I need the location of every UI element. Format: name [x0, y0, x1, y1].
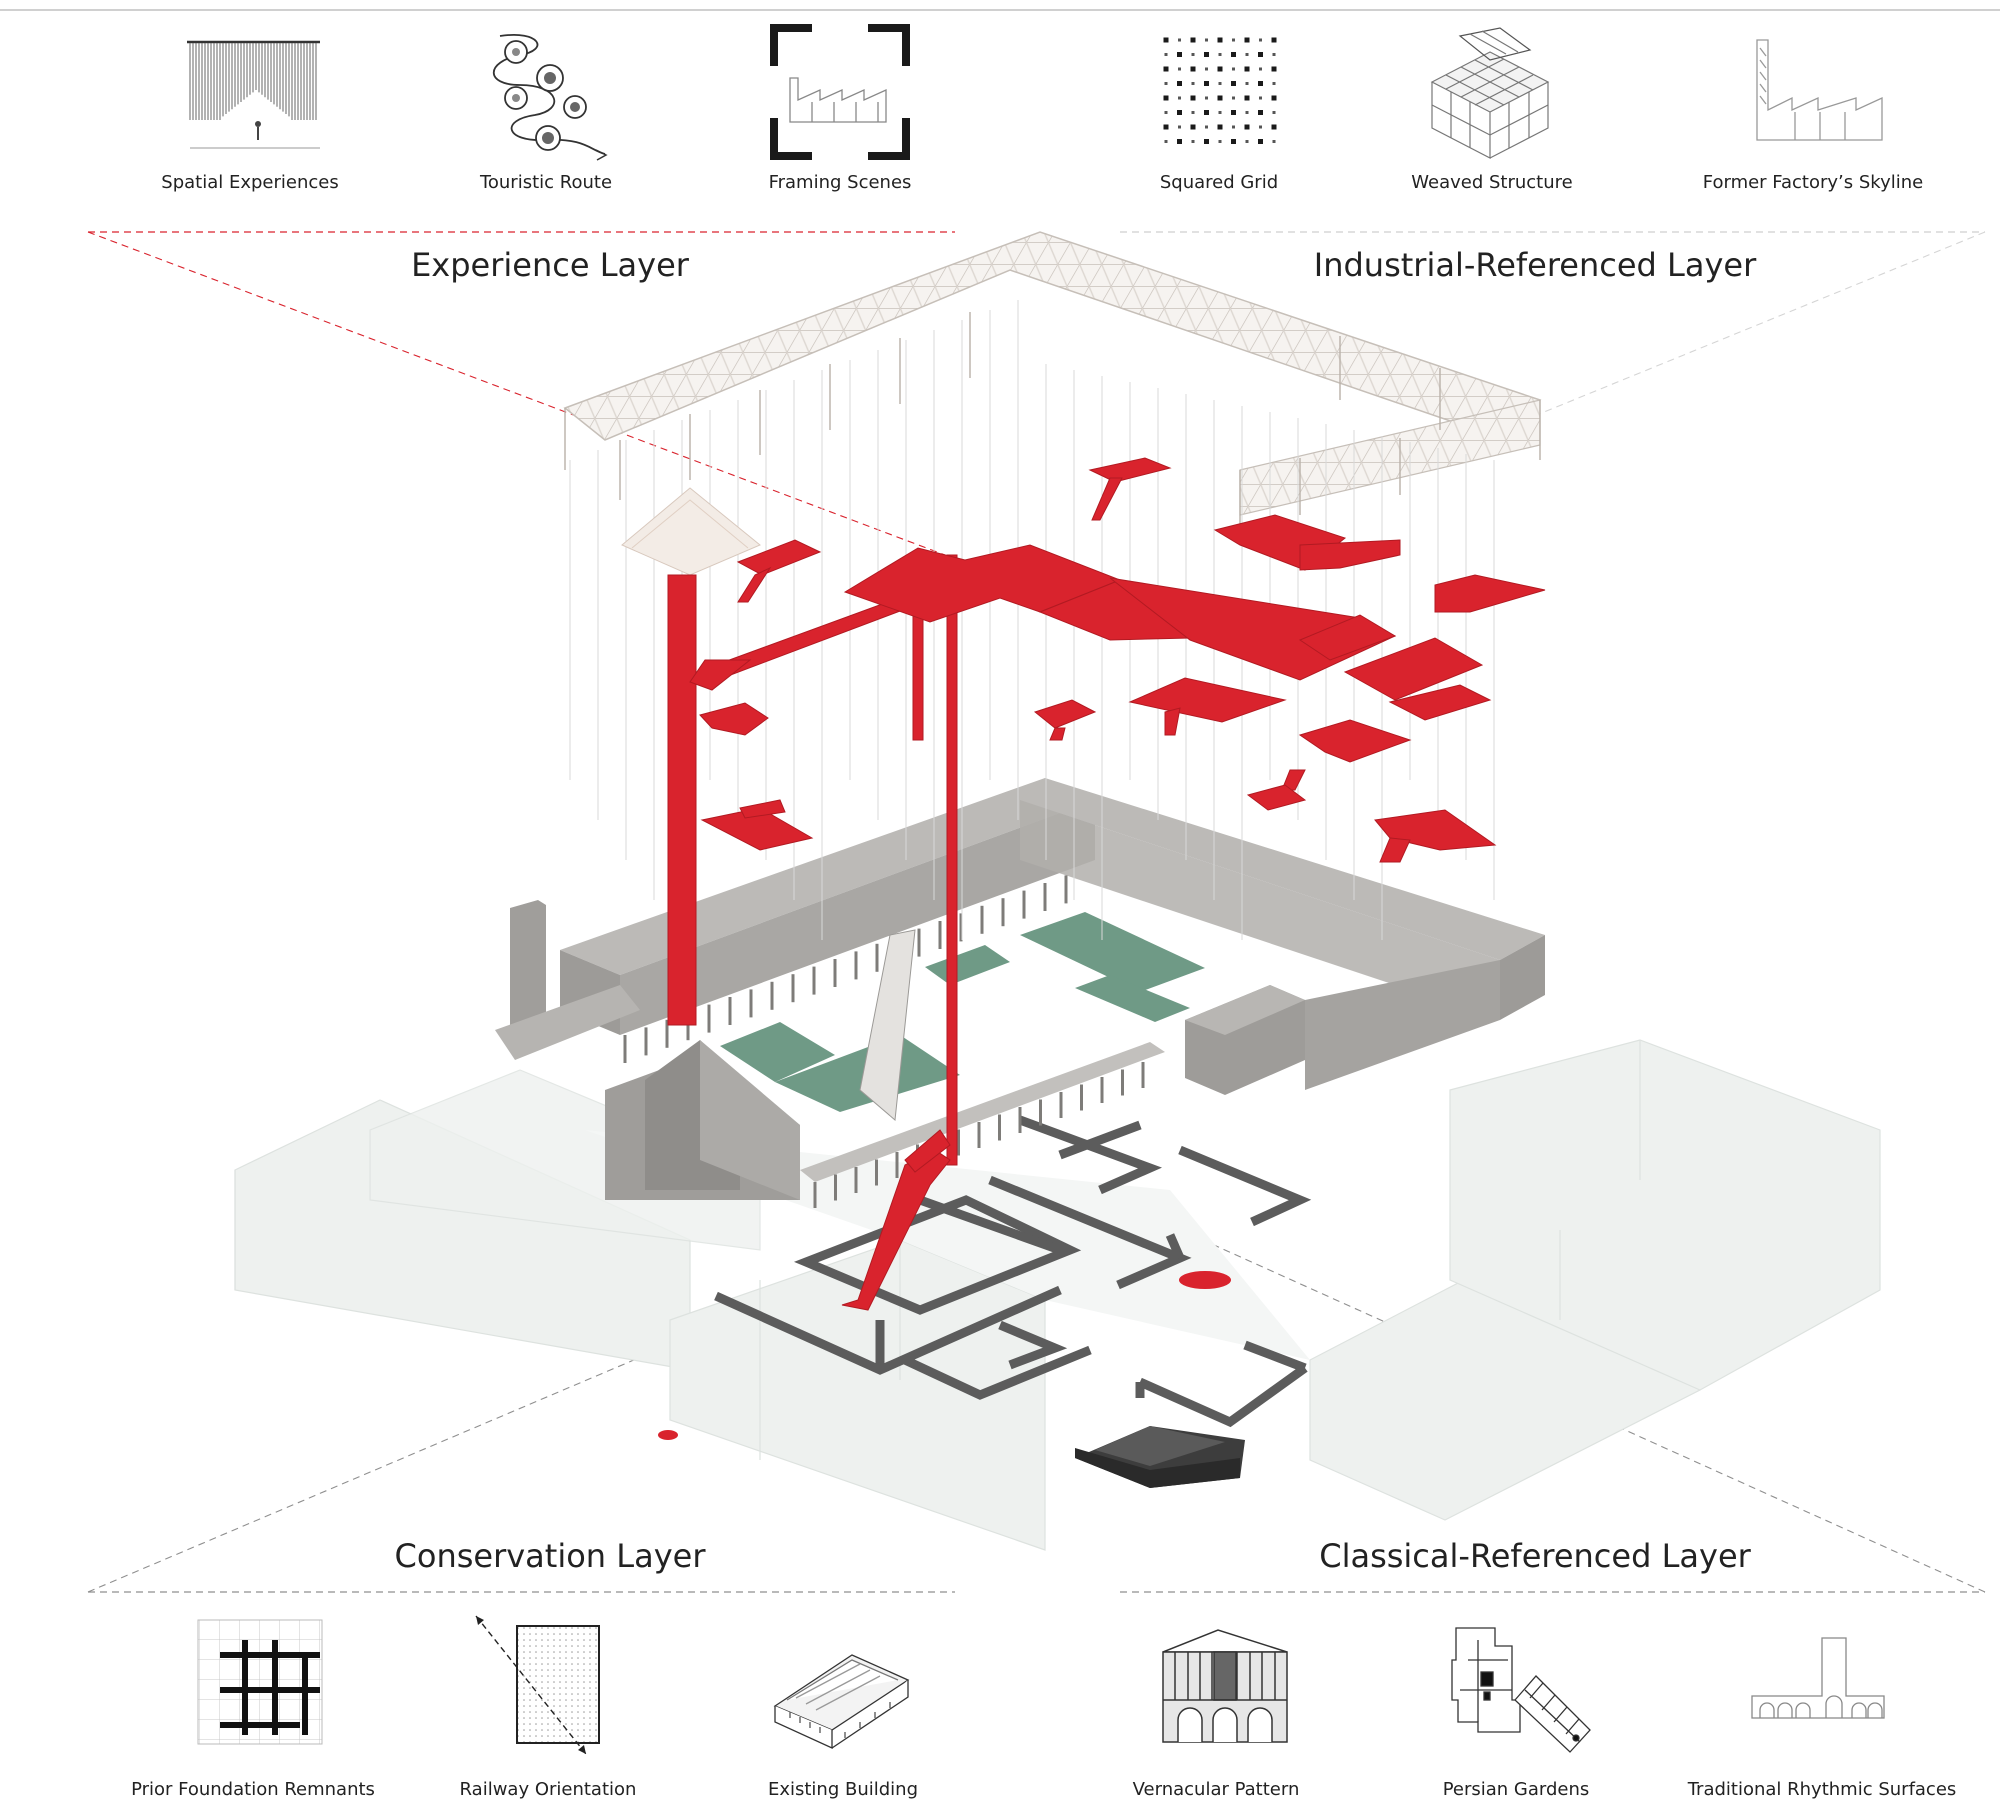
- courtyard-ramp: [859, 929, 916, 1121]
- main-factory-building: [495, 778, 1545, 1208]
- foundation-grid-icon: [197, 1619, 323, 1745]
- icon-framing-scenes: Framing Scenes: [769, 24, 912, 193]
- caption-persian-gardens: Persian Gardens: [1443, 1779, 1590, 1800]
- axonometric-model: [234, 231, 1881, 1551]
- title-conservation-layer: Conservation Layer: [395, 1537, 707, 1575]
- icon-existing-building: Existing Building: [768, 1654, 918, 1800]
- caption-touristic-route: Touristic Route: [479, 172, 612, 193]
- existing-building-icon: [773, 1654, 910, 1750]
- caption-railway-orientation: Railway Orientation: [460, 1779, 637, 1800]
- ground-red-marker: [658, 1430, 678, 1440]
- tower-hatched-cap: [621, 487, 761, 576]
- icon-squared-grid: Squared Grid: [1160, 37, 1278, 193]
- factory-skyline-icon: [1756, 39, 1883, 141]
- icon-vernacular-pattern: Vernacular Pattern: [1133, 1629, 1300, 1800]
- caption-vernacular-pattern: Vernacular Pattern: [1133, 1779, 1300, 1800]
- caption-existing-building: Existing Building: [768, 1779, 918, 1800]
- ground-red-disc: [1179, 1271, 1231, 1289]
- icon-traditional-rhythmic-surfaces: Traditional Rhythmic Surfaces: [1687, 1637, 1957, 1800]
- icon-prior-foundation-remnants: Prior Foundation Remnants: [131, 1619, 375, 1800]
- vernacular-facade-icon: [1162, 1629, 1288, 1743]
- frame-corners-icon: [770, 24, 910, 160]
- icon-railway-orientation: Railway Orientation: [460, 1615, 637, 1800]
- foundation-remnant-lines: [714, 1115, 1312, 1428]
- caption-traditional-rhythmic-surfaces: Traditional Rhythmic Surfaces: [1687, 1779, 1957, 1800]
- title-classical-referenced-layer: Classical-Referenced Layer: [1319, 1537, 1751, 1575]
- roof-truss-structure: [563, 231, 1542, 530]
- weaved-structure-icon: [1430, 27, 1550, 159]
- industrial-projection-line: [1499, 231, 1986, 431]
- rhythmic-arcade-icon: [1751, 1637, 1885, 1719]
- caption-prior-foundation-remnants: Prior Foundation Remnants: [131, 1779, 375, 1800]
- icon-touristic-route: Touristic Route: [479, 34, 612, 193]
- caption-weaved-structure: Weaved Structure: [1411, 172, 1572, 193]
- dot-grid-icon: [1163, 37, 1277, 144]
- persian-garden-plan-icon: [1451, 1627, 1591, 1753]
- factory-sketch-icon: [789, 77, 887, 123]
- experience-red-platforms: [667, 457, 1546, 1311]
- icon-weaved-structure: Weaved Structure: [1411, 27, 1573, 193]
- icon-spatial-experiences: Spatial Experiences: [161, 40, 339, 193]
- curtain-icon: [187, 40, 320, 149]
- caption-spatial-experiences: Spatial Experiences: [161, 172, 338, 193]
- title-industrial-referenced-layer: Industrial-Referenced Layer: [1314, 246, 1757, 284]
- icon-persian-gardens: Persian Gardens: [1443, 1627, 1591, 1800]
- title-experience-layer: Experience Layer: [411, 246, 690, 284]
- conservation-projection-line: [87, 1231, 936, 1593]
- existing-building-dark: [1075, 1426, 1245, 1488]
- icon-former-factory-skyline: Former Factory’s Skyline: [1703, 39, 1923, 193]
- caption-former-factory-skyline: Former Factory’s Skyline: [1703, 172, 1923, 193]
- railway-orientation-icon: [475, 1615, 600, 1755]
- experience-projection-line: [87, 231, 946, 556]
- surrounding-blocks: [234, 1039, 1881, 1551]
- route-icon: [492, 34, 608, 161]
- caption-framing-scenes: Framing Scenes: [769, 172, 912, 193]
- caption-squared-grid: Squared Grid: [1160, 172, 1278, 193]
